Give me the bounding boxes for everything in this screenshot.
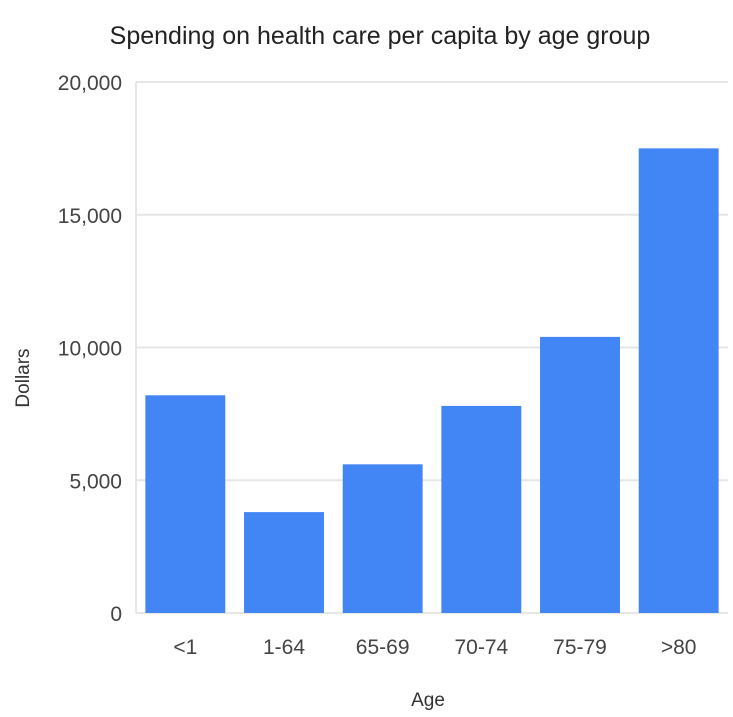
x-axis-title: Age — [411, 690, 445, 711]
x-tick-label: 75-79 — [553, 636, 607, 659]
bar — [145, 395, 226, 613]
y-tick-label: 0 — [110, 603, 122, 626]
bar — [638, 148, 719, 613]
gridlines — [135, 81, 728, 614]
y-tick-label: 20,000 — [58, 72, 122, 95]
y-axis-title: Dollars — [13, 348, 34, 407]
x-tick-label: 65-69 — [356, 636, 410, 659]
bar — [342, 464, 423, 613]
x-axis-ticks: <1 1-64 65-69 70-74 75-79 >80 — [173, 636, 696, 659]
x-tick-label: <1 — [173, 636, 197, 659]
bar — [540, 336, 620, 613]
bar — [441, 405, 522, 613]
bars — [145, 148, 719, 613]
y-tick-label: 15,000 — [58, 205, 122, 228]
x-tick-label: >80 — [661, 636, 697, 659]
y-tick-label: 5,000 — [69, 470, 122, 493]
x-tick-label: 70-74 — [454, 636, 508, 659]
y-tick-label: 10,000 — [58, 338, 122, 361]
x-tick-label: 1-64 — [263, 636, 305, 659]
y-axis-ticks: 0 5,000 10,000 15,000 20,000 — [58, 72, 122, 626]
bar — [244, 512, 324, 613]
chart-title: Spending on health care per capita by ag… — [110, 22, 651, 50]
